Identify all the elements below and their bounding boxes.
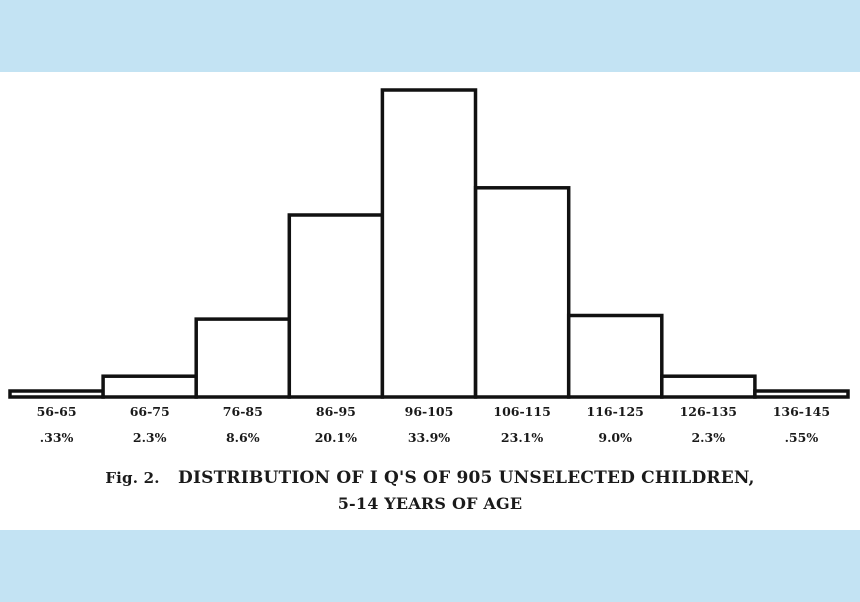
- category-label: 116-125: [587, 404, 644, 419]
- bar-96-105: [380, 88, 478, 399]
- bar-56-65: [8, 389, 105, 399]
- bar-86-95: [287, 213, 385, 399]
- percent-label: .33%: [40, 430, 74, 445]
- figure-number: Fig. 2.: [105, 469, 160, 487]
- percent-labels-group: .33% 2.3% 8.6% 20.1% 33.9% 23.1% 9.0% 2.3% .55%: [40, 430, 819, 445]
- percent-label: 2.3%: [133, 430, 167, 445]
- category-labels-group: 56-65 66-75 76-85 86-95 96-105 106-115 116-125…: [37, 404, 830, 419]
- category-label: 96-105: [405, 404, 454, 419]
- figure-panel: 56-65 66-75 76-85 86-95 96-105 106-115 116-125…: [0, 72, 860, 530]
- percent-label: 23.1%: [501, 430, 543, 445]
- category-label: 56-65: [37, 404, 77, 419]
- category-label: 66-75: [130, 404, 170, 419]
- category-label: 106-115: [493, 404, 550, 419]
- bars-group: [8, 88, 850, 399]
- percent-label: 2.3%: [691, 430, 725, 445]
- percent-label: .55%: [785, 430, 819, 445]
- figure-title: DISTRIBUTION OF I Q'S OF 905 UNSELECTED …: [178, 468, 755, 488]
- histogram-chart: 56-65 66-75 76-85 86-95 96-105 106-115 116-125…: [8, 88, 850, 445]
- bar-116-125: [566, 313, 664, 399]
- category-label: 86-95: [316, 404, 356, 419]
- figure-caption-line-2: 5-14 YEARS OF AGE: [337, 494, 523, 513]
- bar-76-85: [194, 317, 292, 399]
- category-label: 76-85: [223, 404, 263, 419]
- top-band: [0, 0, 860, 72]
- bar-66-75: [101, 374, 198, 399]
- percent-label: 9.0%: [598, 430, 632, 445]
- category-label: 126-135: [680, 404, 737, 419]
- percent-label: 20.1%: [315, 430, 357, 445]
- bottom-band: [0, 530, 860, 602]
- percent-label: 33.9%: [408, 430, 450, 445]
- bar-136-145: [753, 389, 850, 399]
- bar-106-115: [473, 186, 571, 399]
- category-label: 136-145: [773, 404, 830, 419]
- figure-caption-line-1: Fig. 2. DISTRIBUTION OF I Q'S OF 905 UNS…: [0, 468, 860, 488]
- bar-126-135: [660, 374, 757, 399]
- percent-label: 8.6%: [226, 430, 260, 445]
